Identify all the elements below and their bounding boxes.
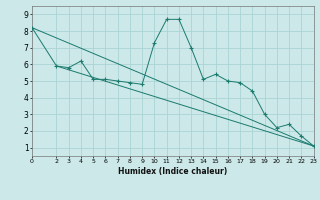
X-axis label: Humidex (Indice chaleur): Humidex (Indice chaleur): [118, 167, 228, 176]
